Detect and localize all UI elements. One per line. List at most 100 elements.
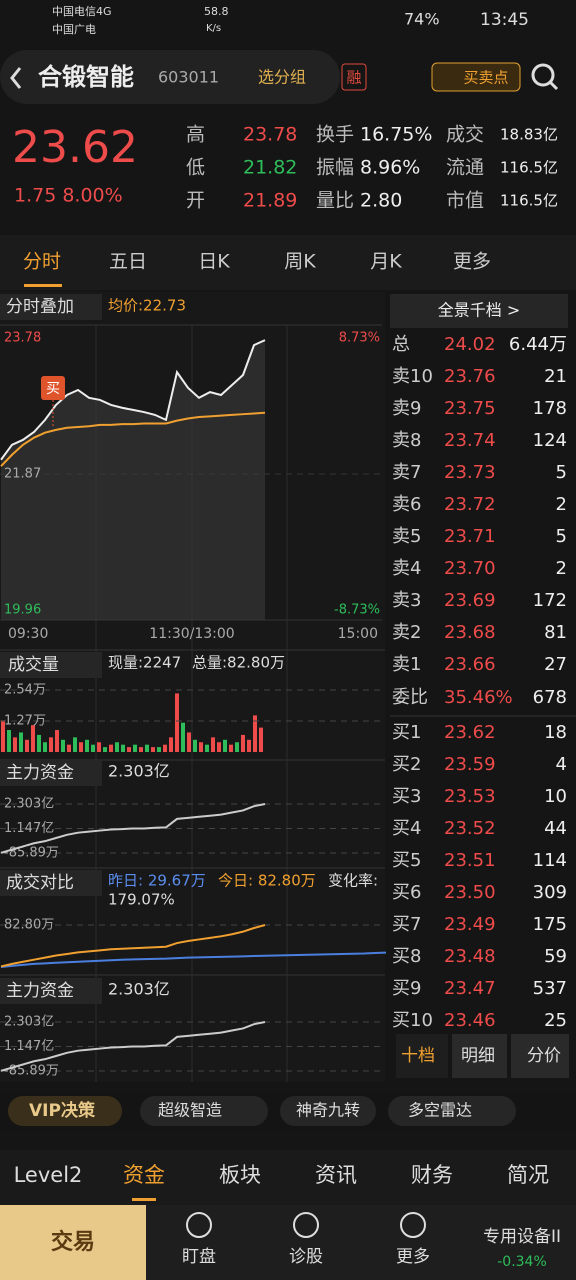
volume-bar <box>211 737 215 752</box>
capital-value: 2.303亿 <box>108 980 170 999</box>
stock-code: 603011 <box>158 68 219 87</box>
stock-name: 合锻智能 <box>38 63 134 91</box>
feature-button[interactable]: 多空雷达 <box>408 1101 472 1120</box>
trade-button[interactable] <box>0 1205 146 1280</box>
book-title-bg[interactable] <box>390 294 568 328</box>
nav-icon[interactable] <box>400 1212 426 1238</box>
book-level: 买6 <box>392 882 421 903</box>
quote-stat: 低 <box>186 157 205 179</box>
nav-item[interactable]: 盯盘 <box>182 1247 216 1267</box>
price-area <box>1 340 265 620</box>
book-volume: 4 <box>556 754 567 775</box>
back-icon[interactable] <box>10 67 22 89</box>
overlay-label[interactable]: 分时叠加 <box>6 297 74 317</box>
book-price: 24.02 <box>444 334 496 355</box>
volume-bar <box>19 732 23 752</box>
volume-bar <box>127 747 131 752</box>
book-volume: 81 <box>544 622 567 643</box>
margin-tag: 融 <box>346 69 361 87</box>
book-level: 买1 <box>392 722 421 743</box>
book-button-bg[interactable] <box>511 1034 569 1078</box>
feature-button[interactable] <box>140 1096 268 1126</box>
nav-item[interactable]: 更多 <box>396 1247 430 1267</box>
quote-stat: 23.78 <box>243 124 297 146</box>
signal-button[interactable] <box>431 62 521 92</box>
book-price: 23.76 <box>444 366 496 387</box>
info-tab[interactable]: 财务 <box>411 1163 453 1187</box>
volume-bar <box>223 739 227 752</box>
y-axis-label: 82.80万 <box>4 918 54 933</box>
panel-title[interactable]: 主力资金 <box>6 763 74 783</box>
feature-button[interactable]: 神奇九转 <box>296 1101 360 1120</box>
book-volume: 18 <box>544 722 567 743</box>
trade-label[interactable]: 交易 <box>51 1229 95 1255</box>
book-button-bg[interactable] <box>396 1034 448 1078</box>
quote-stat: 2.80 <box>360 190 402 212</box>
feature-button[interactable]: 超级智造 <box>158 1101 222 1120</box>
y-axis-label: 19.96 <box>4 603 41 618</box>
book-level: 卖7 <box>392 462 421 483</box>
period-tab[interactable]: 周K <box>284 251 316 273</box>
period-tab[interactable]: 五日 <box>109 251 147 273</box>
sector-name: 专用设备II <box>483 1227 561 1247</box>
panel-title-bg[interactable] <box>0 760 102 786</box>
book-button[interactable]: 分价 <box>527 1046 561 1066</box>
group-button[interactable]: 选分组 <box>258 68 306 87</box>
quote-stat: 量比 <box>316 190 354 212</box>
period-tab[interactable]: 月K <box>370 251 402 273</box>
book-button[interactable]: 明细 <box>461 1046 495 1066</box>
quote-stat: 21.89 <box>243 190 297 212</box>
book-level: 卖8 <box>392 430 421 451</box>
period-tab[interactable]: 分时 <box>23 251 61 273</box>
info-tab[interactable]: 板块 <box>219 1163 261 1187</box>
panel-title[interactable]: 主力资金 <box>6 981 74 1001</box>
book-volume: 5 <box>556 462 567 483</box>
volume-bar <box>145 744 149 752</box>
volume-bar <box>7 730 11 752</box>
overlay-button[interactable] <box>0 294 102 320</box>
book-price: 23.62 <box>444 722 496 743</box>
panel-title-bg[interactable] <box>0 870 102 896</box>
quote-stat: 成交 <box>446 124 484 146</box>
book-level: 卖1 <box>392 654 421 675</box>
quote-stat: 市值 <box>446 190 484 212</box>
info-tab[interactable]: Level2 <box>14 1163 83 1187</box>
info-tab[interactable]: 简况 <box>507 1163 549 1187</box>
feature-button[interactable]: VIP决策 <box>29 1100 96 1121</box>
period-tab[interactable]: 更多 <box>453 251 491 273</box>
book-price: 23.75 <box>444 398 496 419</box>
volume-bar <box>175 693 179 752</box>
volume-bar <box>205 744 209 752</box>
book-volume: 5 <box>556 526 567 547</box>
nav-icon[interactable] <box>186 1212 212 1238</box>
info-tab[interactable]: 资金 <box>123 1163 165 1187</box>
book-level: 买7 <box>392 914 421 935</box>
feature-button[interactable] <box>280 1096 376 1126</box>
quote-stat: 16.75% <box>360 124 432 146</box>
feature-button[interactable] <box>388 1096 516 1126</box>
book-button-bg[interactable] <box>452 1034 507 1078</box>
current-volume: 现量:2247 <box>108 654 181 672</box>
volume-bar <box>97 742 101 752</box>
book-title[interactable]: 全景千档 > <box>438 301 521 320</box>
signal-label[interactable]: 买卖点 <box>463 69 508 87</box>
vip-button[interactable] <box>8 1096 122 1126</box>
panel-title[interactable]: 成交对比 <box>6 873 74 893</box>
panel-title-bg[interactable] <box>0 978 102 1004</box>
y-axis-label: 1.27万 <box>4 714 46 729</box>
book-button[interactable]: 十档 <box>401 1046 435 1066</box>
volume-bar <box>31 725 35 752</box>
margin-badge <box>341 63 367 91</box>
panel-title-bg[interactable] <box>0 652 102 678</box>
info-tab[interactable]: 资讯 <box>315 1163 357 1187</box>
period-tab[interactable]: 日K <box>198 251 230 273</box>
book-volume: 27 <box>544 654 567 675</box>
panel-title[interactable]: 成交量 <box>8 655 59 675</box>
book-level: 买8 <box>392 946 421 967</box>
nav-icon[interactable] <box>293 1212 319 1238</box>
book-level: 卖4 <box>392 558 421 579</box>
book-volume: 175 <box>533 914 567 935</box>
nav-item[interactable]: 诊股 <box>289 1247 323 1267</box>
search-icon[interactable] <box>531 63 555 87</box>
